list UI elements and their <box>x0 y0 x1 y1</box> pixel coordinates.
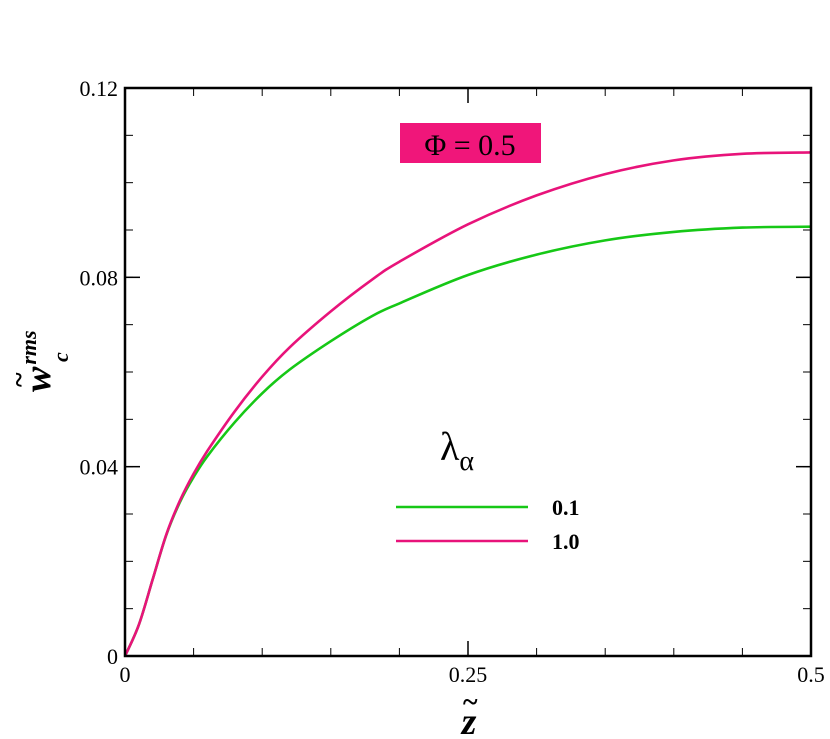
series-line-0 <box>123 225 812 657</box>
y-axis-label: wrms c ~ <box>4 330 73 392</box>
x-tick-label: 0.5 <box>797 662 825 687</box>
legend-title-base: λ <box>440 424 460 469</box>
major-ticks <box>124 87 812 657</box>
y-axis-label-accent: ~ <box>4 372 35 388</box>
y-axis-label-base: w <box>17 366 59 392</box>
minor-ticks <box>124 87 812 657</box>
x-axis-label: ~ z <box>460 687 478 739</box>
series-layer <box>123 151 812 657</box>
y-tick-label: 0.12 <box>80 76 119 101</box>
legend-title: λα <box>440 424 474 477</box>
y-axis-label-text: wrms <box>16 330 59 392</box>
x-tick-label: 0.25 <box>449 662 488 687</box>
x-axis-label-base: z <box>460 701 477 739</box>
plot-frame <box>123 86 813 658</box>
x-tick-label: 0 <box>120 662 131 687</box>
x-axis-label-accent: ~ <box>462 687 478 718</box>
legend-title-subscript: α <box>459 446 474 477</box>
y-axis-label-superscript: rms <box>16 330 41 364</box>
tick-labels: 0 0.25 0.5 0 0.04 0.08 0.12 <box>80 76 825 687</box>
legend-label-0: 0.1 <box>552 495 580 520</box>
y-tick-label: 0 <box>107 644 118 669</box>
annotation-text: Φ = 0.5 <box>424 129 515 162</box>
annotation-background <box>400 123 541 163</box>
y-tick-label: 0.08 <box>80 265 119 290</box>
annotation: Φ = 0.5 <box>400 123 541 163</box>
y-axis-label-subscript: c <box>48 352 73 362</box>
y-tick-label: 0.04 <box>80 455 119 480</box>
legend-label-1: 1.0 <box>552 529 580 554</box>
series-line-1 <box>123 151 812 657</box>
legend: λα 0.1 1.0 <box>396 424 580 554</box>
